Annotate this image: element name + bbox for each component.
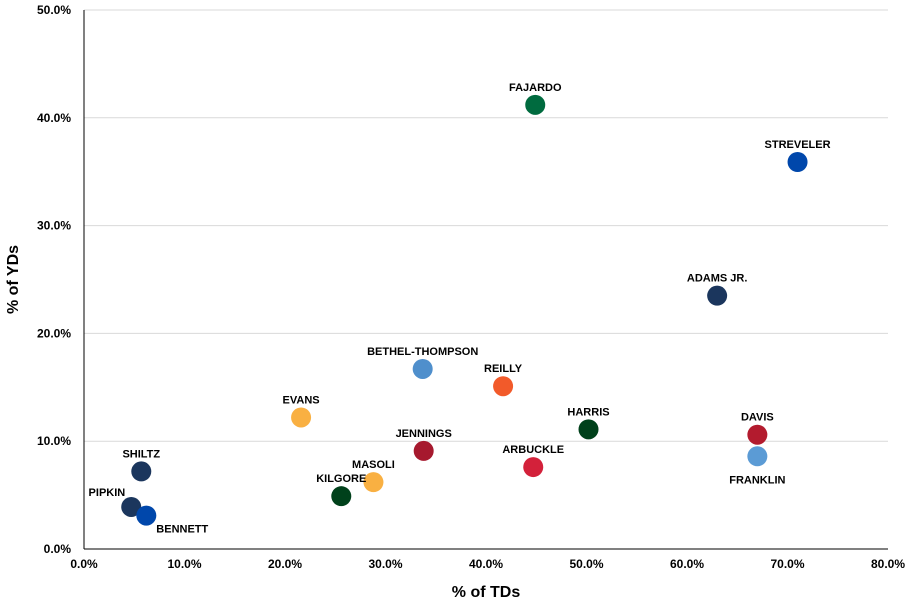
point-label: SHILTZ [122, 448, 160, 460]
point-label: HARRIS [567, 406, 609, 418]
data-point [578, 419, 599, 440]
y-tick-label: 30.0% [37, 219, 71, 233]
x-tick-label: 40.0% [469, 557, 503, 571]
point-label: REILLY [484, 363, 523, 375]
y-tick-label: 0.0% [44, 542, 72, 556]
point-label: BETHEL-THOMPSON [367, 346, 478, 358]
data-point [747, 424, 768, 445]
point-label: FAJARDO [509, 82, 562, 94]
y-axis-title: % of YDs [5, 245, 22, 314]
x-tick-label: 0.0% [70, 557, 98, 571]
data-point [291, 407, 312, 428]
point-label: PIPKIN [89, 487, 126, 499]
data-point [493, 376, 514, 397]
point-label: MASOLI [352, 459, 395, 471]
point-label: ARBUCKLE [502, 444, 564, 456]
data-point [136, 505, 157, 526]
x-tick-label: 30.0% [368, 557, 402, 571]
data-point [523, 457, 544, 478]
data-point [331, 486, 352, 507]
y-tick-label: 50.0% [37, 3, 71, 17]
x-axis-title: % of TDs [452, 584, 521, 601]
point-label: JENNINGS [396, 428, 452, 440]
x-tick-labels: 0.0% 10.0% 20.0% 30.0% 40.0% 50.0% 60.0% 70.0% 8… [70, 557, 905, 571]
point-label: EVANS [283, 394, 320, 406]
point-label: ADAMS JR. [687, 273, 748, 285]
data-point [707, 285, 728, 306]
data-point [747, 446, 768, 467]
data-point [412, 358, 433, 379]
data-point [413, 440, 434, 461]
data-point [121, 496, 142, 517]
y-tick-label: 20.0% [37, 326, 71, 340]
data-point [787, 151, 808, 172]
y-tick-label: 10.0% [37, 434, 71, 448]
gridlines [84, 9, 888, 442]
data-point [131, 461, 152, 482]
x-tick-label: 60.0% [670, 557, 704, 571]
data-point [363, 472, 384, 493]
x-tick-label: 10.0% [167, 557, 201, 571]
x-tick-label: 70.0% [770, 557, 804, 571]
point-label: DAVIS [741, 412, 774, 424]
point-label: BENNETT [156, 524, 208, 536]
x-tick-label: 80.0% [871, 557, 905, 571]
point-label: KILGORE [316, 473, 366, 485]
point-label: STREVELER [765, 139, 831, 151]
data-point [525, 94, 546, 115]
point-label: FRANKLIN [729, 474, 785, 486]
y-tick-label: 40.0% [37, 111, 71, 125]
x-tick-label: 20.0% [268, 557, 302, 571]
x-tick-label: 50.0% [569, 557, 603, 571]
y-tick-labels: 0.0% 10.0% 20.0% 30.0% 40.0% 50.0% [37, 3, 71, 556]
data-points: FAJARDO STREVELER ADAMS JR. BETHEL-THOMPSON… [89, 82, 831, 536]
